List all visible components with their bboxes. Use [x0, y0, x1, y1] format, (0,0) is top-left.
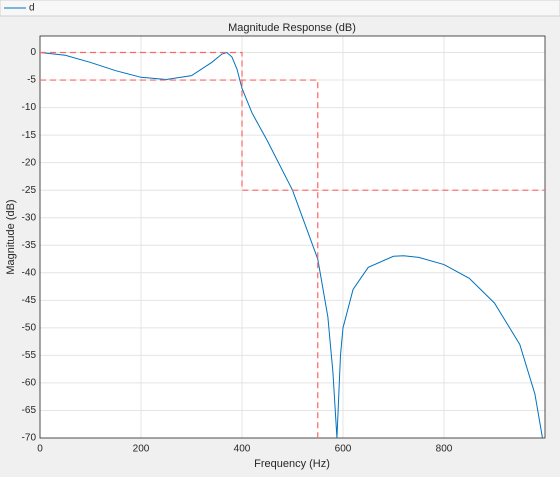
x-tick-label: 800 [436, 444, 453, 455]
y-tick-label: 0 [30, 47, 36, 58]
x-tick-label: 600 [335, 444, 352, 455]
y-tick-label: -5 [27, 75, 36, 86]
y-tick-label: -10 [22, 102, 37, 113]
axes-frame [39, 35, 546, 439]
plot-layer [40, 51, 545, 438]
line [40, 51, 545, 191]
y-tick-label: -35 [22, 240, 37, 251]
y-tick-label: -65 [22, 405, 37, 416]
y-tick-label: -30 [22, 212, 37, 223]
x-tick-label: 400 [234, 444, 251, 455]
line [40, 51, 543, 438]
line [40, 79, 319, 438]
y-tick-label: -15 [22, 130, 37, 141]
y-tick-label: -50 [22, 323, 37, 334]
y-tick-label: -45 [22, 295, 37, 306]
y-axis-label: Magnitude (dB) [5, 199, 17, 274]
chart-title: Magnitude Response (dB) [228, 22, 356, 34]
legend-label: d [29, 3, 35, 14]
y-tick-label: -70 [22, 433, 37, 444]
plot-area [40, 36, 545, 438]
x-axis-label: Frequency (Hz) [254, 458, 330, 470]
x-tick-label: 200 [133, 444, 150, 455]
y-tick-label: -40 [22, 267, 37, 278]
legend-bar [0, 0, 560, 17]
x-tick-label: 0 [37, 444, 43, 455]
y-tick-label: -25 [22, 185, 37, 196]
y-tick-label: -20 [22, 157, 37, 168]
y-tick-label: -60 [22, 378, 37, 389]
y-tick-label: -55 [22, 350, 37, 361]
